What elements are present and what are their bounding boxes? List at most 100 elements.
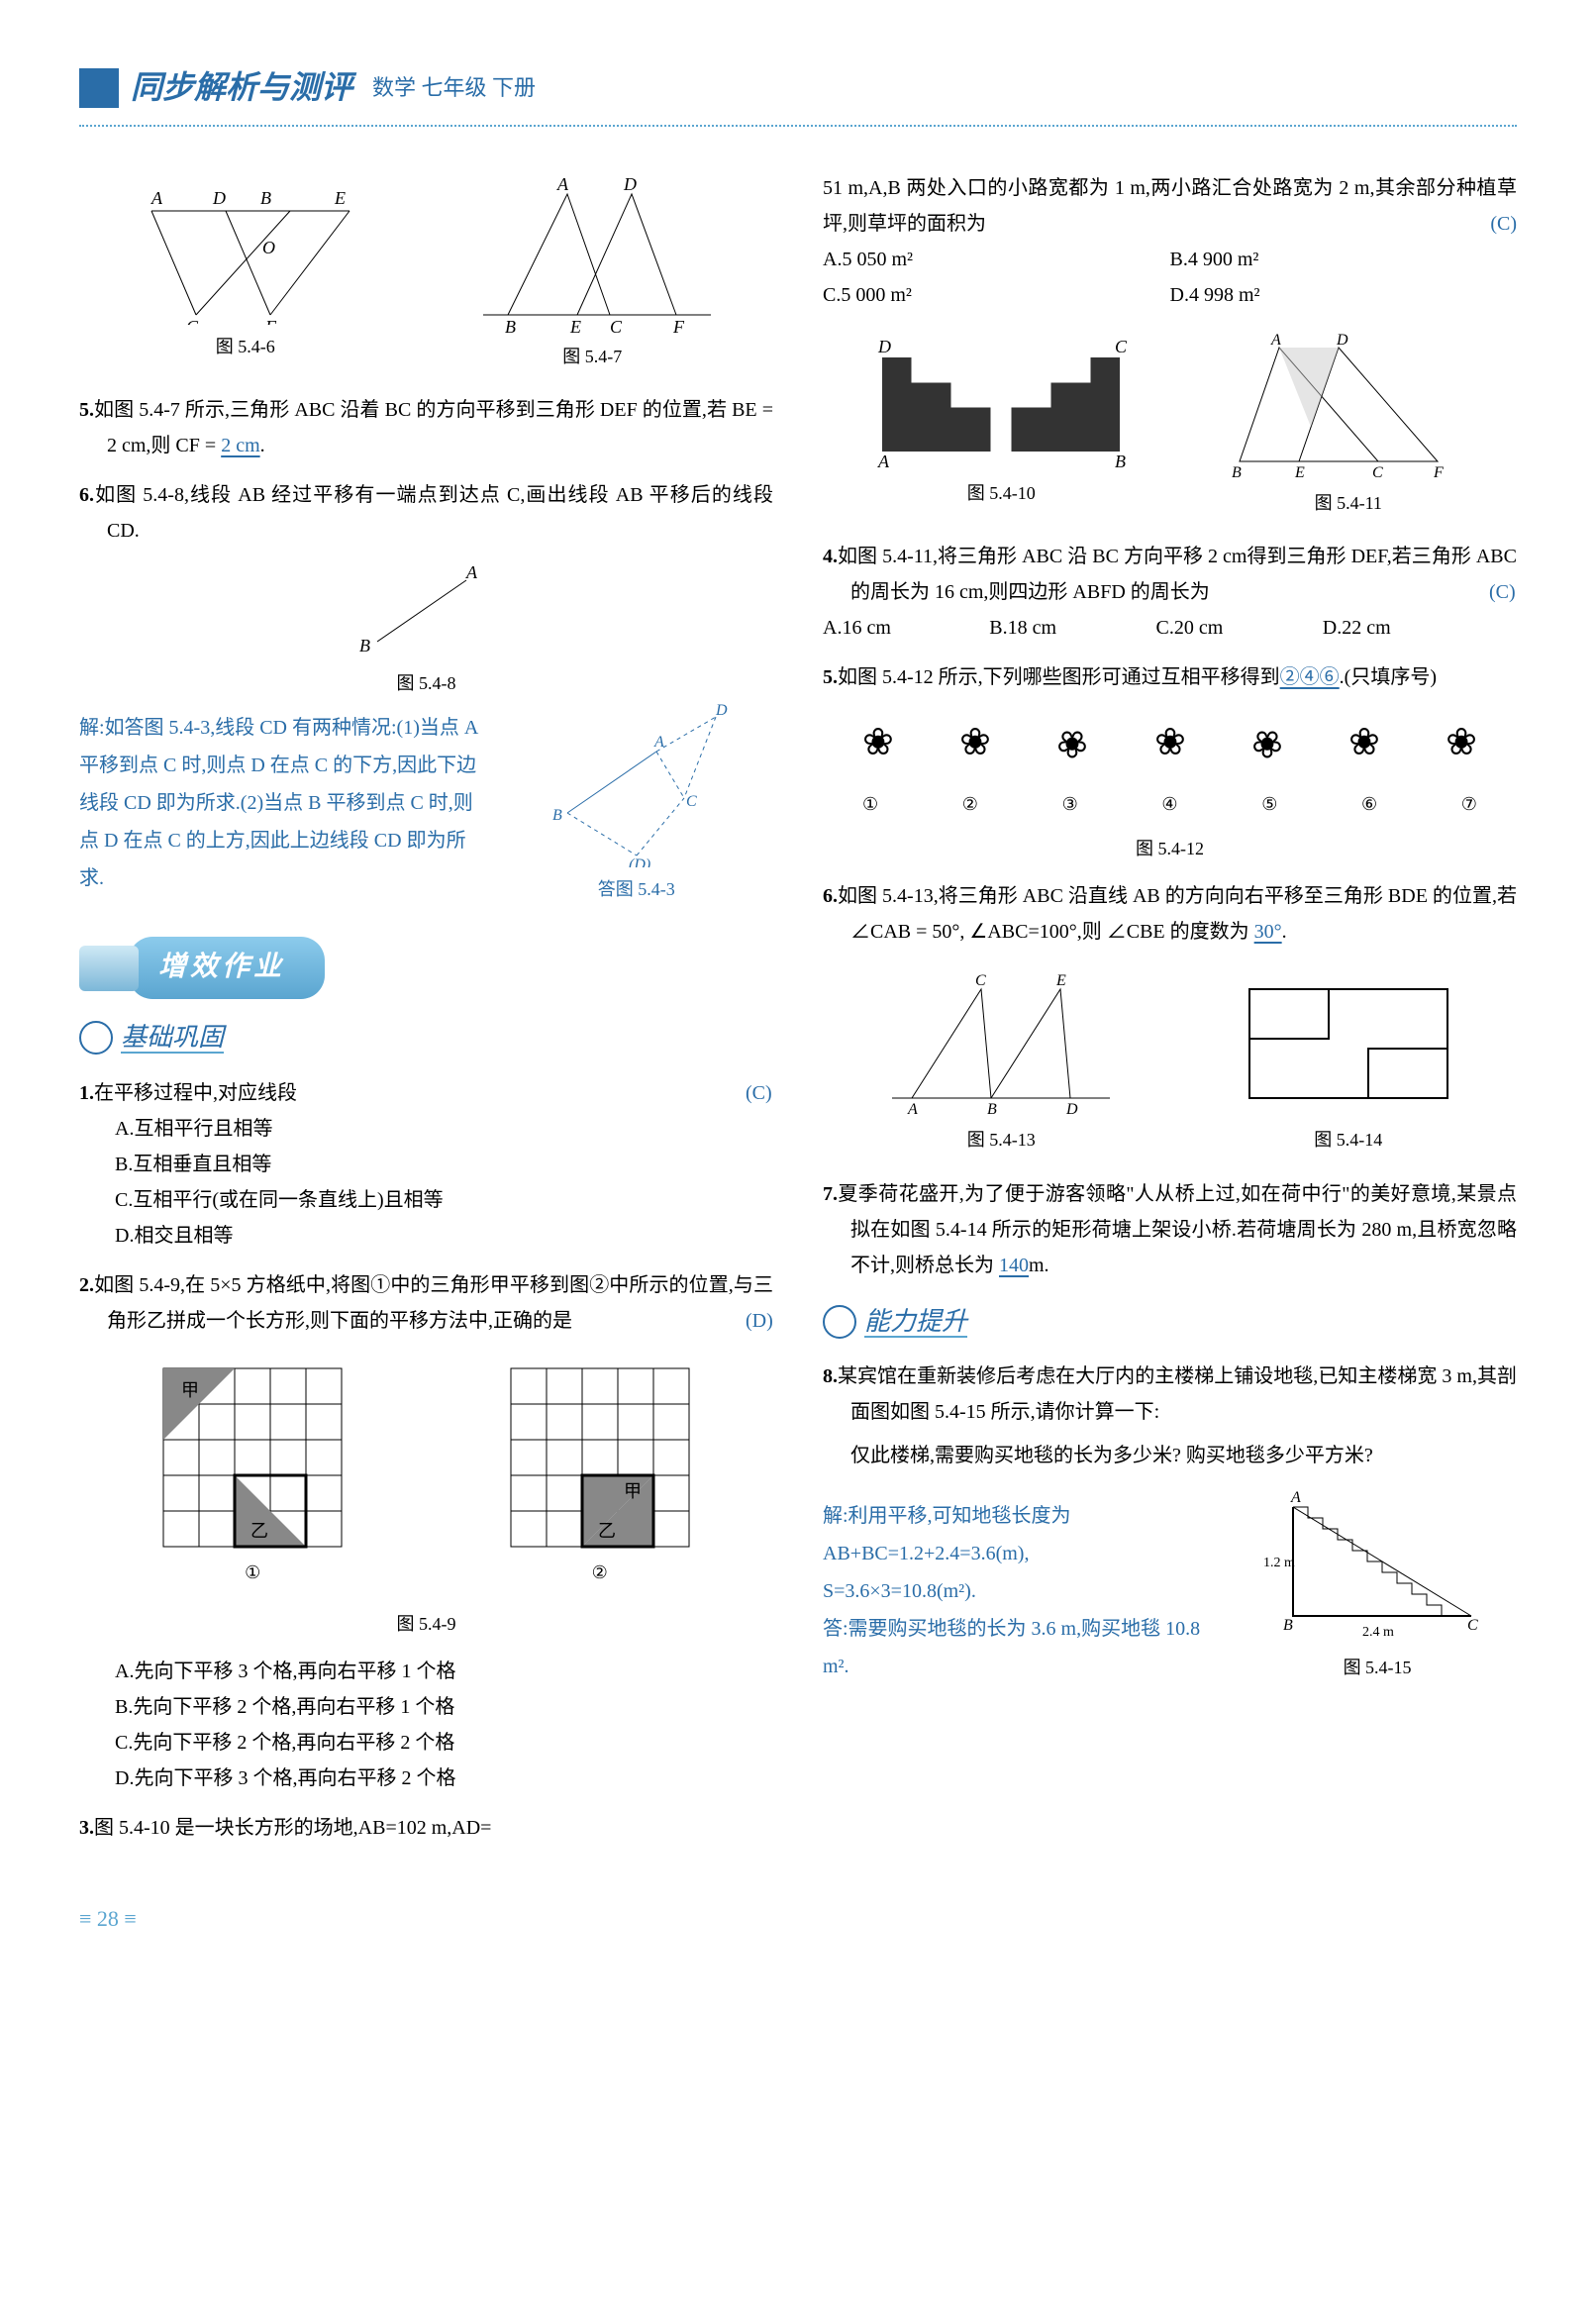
problem-3-part: 3.图 5.4-10 是一块长方形的场地,AB=102 m,AD= bbox=[79, 1810, 773, 1846]
flower-num: ② bbox=[962, 788, 978, 820]
pencil-book-icon bbox=[79, 946, 139, 991]
svg-text:B: B bbox=[987, 1101, 997, 1118]
svg-text:E: E bbox=[1055, 972, 1066, 989]
problem-6: 6.如图 5.4-13,将三角形 ABC 沿直线 AB 的方向向右平移至三角形 … bbox=[823, 878, 1517, 950]
q-num: 6. bbox=[79, 484, 94, 506]
content-columns: A D B E C F O 图 5.4-6 B E C bbox=[79, 156, 1517, 1861]
q-text: 如图 5.4-7 所示,三角形 ABC 沿着 BC 的方向平移到三角形 DEF … bbox=[94, 399, 773, 456]
q-answer: ②④⑥ bbox=[1280, 666, 1340, 688]
problem-2: 2.如图 5.4-9,在 5×5 方格纸中,将图①中的三角形甲平移到图②中所示的… bbox=[79, 1267, 773, 1339]
svg-text:B: B bbox=[1232, 464, 1242, 481]
figure-5-4-10: D C A B 图 5.4-10 bbox=[862, 333, 1140, 519]
q-num: 6. bbox=[823, 885, 838, 907]
section-label: 基础巩固 bbox=[121, 1015, 224, 1061]
figure-caption: 图 5.4-7 bbox=[463, 341, 721, 372]
svg-text:A: A bbox=[1290, 1489, 1301, 1506]
svg-text:C: C bbox=[186, 317, 199, 325]
figure-caption: 图 5.4-8 bbox=[79, 667, 773, 699]
opt-a: A.5 050 m² bbox=[823, 242, 1170, 277]
figure-5-4-13: A B D C E 图 5.4-13 bbox=[872, 969, 1130, 1156]
q-text: 如图 5.4-8,线段 AB 经过平移有一端点到达点 C,画出线段 AB 平移后… bbox=[94, 484, 773, 542]
svg-text:2.4 m: 2.4 m bbox=[1362, 1625, 1394, 1640]
svg-text:B: B bbox=[260, 188, 271, 208]
figure-5-4-14: 图 5.4-14 bbox=[1230, 969, 1467, 1156]
sol-line: 答:需要购买地毯的长为 3.6 m,购买地毯 10.8 m². bbox=[823, 1610, 1226, 1685]
flower-num: ③ bbox=[1062, 788, 1078, 820]
q-answer: 140 bbox=[999, 1255, 1029, 1276]
flower-num: ⑤ bbox=[1261, 788, 1277, 820]
q-text: 如图 5.4-9,在 5×5 方格纸中,将图①中的三角形甲平移到图②中所示的位置… bbox=[94, 1274, 773, 1332]
svg-text:A: A bbox=[150, 188, 163, 208]
figure-5-4-9-row: 甲 乙 ① 甲 乙 bbox=[79, 1359, 773, 1588]
opt-b: B.先向下平移 2 个格,再向右平移 1 个格 bbox=[115, 1689, 773, 1725]
svg-text:B: B bbox=[552, 807, 562, 824]
opt-d: D.先向下平移 3 个格,再向右平移 2 个格 bbox=[115, 1761, 773, 1796]
flower-icon: ❀ bbox=[1446, 709, 1477, 776]
figure-caption: 图 5.4-14 bbox=[1230, 1124, 1467, 1156]
svg-text:E: E bbox=[334, 188, 346, 208]
solution-6: 解:如答图 5.4-3,线段 CD 有两种情况:(1)当点 A 平移到点 C 时… bbox=[79, 709, 490, 897]
question-6: 6.如图 5.4-8,线段 AB 经过平移有一端点到达点 C,画出线段 AB 平… bbox=[79, 477, 773, 549]
q-text: 夏季荷花盛开,为了便于游客领略"人从桥上过,如在荷中行"的美好意境,某景点拟在如… bbox=[838, 1183, 1517, 1276]
figure-caption: 答图 5.4-3 bbox=[500, 873, 773, 905]
sol-line: AB+BC=1.2+2.4=3.6(m), bbox=[823, 1535, 1226, 1572]
grid-1: 甲 乙 ① bbox=[153, 1359, 351, 1588]
q-num: 2. bbox=[79, 1274, 94, 1296]
q-suffix: m. bbox=[1029, 1255, 1049, 1276]
q-num: 7. bbox=[823, 1183, 838, 1205]
figure-5-4-6: A D B E C F O 图 5.4-6 bbox=[132, 176, 359, 372]
svg-text:C: C bbox=[1115, 337, 1128, 356]
sol-line: S=3.6×3=10.8(m²). bbox=[823, 1572, 1226, 1610]
problem-7: 7.夏季荷花盛开,为了便于游客领略"人从桥上过,如在荷中行"的美好意境,某景点拟… bbox=[823, 1176, 1517, 1283]
flower-icon: ❀ bbox=[1154, 709, 1186, 776]
svg-text:D: D bbox=[212, 188, 226, 208]
problem-5: 5.如图 5.4-12 所示,下列哪些图形可通过互相平移得到②④⑥.(只填序号) bbox=[823, 659, 1517, 695]
svg-text:B: B bbox=[1283, 1617, 1293, 1634]
grid-2: 甲 乙 ② bbox=[501, 1359, 699, 1588]
answer-figure-5-4-3: A B C D (D) 答图 5.4-3 bbox=[500, 699, 773, 905]
svg-text:1.2 m: 1.2 m bbox=[1263, 1556, 1295, 1570]
question-5: 5.如图 5.4-7 所示,三角形 ABC 沿着 BC 的方向平移到三角形 DE… bbox=[79, 392, 773, 463]
problem-8: 8.某宾馆在重新装修后考虑在大厅内的主楼梯上铺设地毯,已知主楼梯宽 3 m,其剖… bbox=[823, 1359, 1517, 1473]
page-header: 同步解析与测评 数学 七年级 下册 bbox=[79, 59, 1517, 127]
figure-caption: 图 5.4-12 bbox=[823, 833, 1517, 864]
figure-caption: 图 5.4-15 bbox=[1238, 1652, 1517, 1683]
q-text: 图 5.4-10 是一块长方形的场地,AB=102 m,AD= bbox=[94, 1817, 491, 1839]
svg-text:乙: 乙 bbox=[250, 1521, 268, 1541]
svg-text:甲: 甲 bbox=[624, 1481, 642, 1501]
svg-text:乙: 乙 bbox=[598, 1521, 616, 1541]
q-num: 4. bbox=[823, 546, 838, 567]
svg-text:O: O bbox=[262, 238, 275, 257]
section-basics: 基础巩固 bbox=[79, 1015, 773, 1061]
solution-8: 解:利用平移,可知地毯长度为 AB+BC=1.2+2.4=3.6(m), S=3… bbox=[823, 1497, 1226, 1685]
q-answer: 30° bbox=[1254, 921, 1282, 943]
svg-text:D: D bbox=[1336, 333, 1348, 349]
q-text: 在平移过程中,对应线段 bbox=[94, 1082, 297, 1104]
svg-text:E: E bbox=[569, 317, 581, 335]
figure-row-13-14: A B D C E 图 5.4-13 图 5.4-14 bbox=[823, 969, 1517, 1156]
q-num: 3. bbox=[79, 1817, 94, 1839]
opt-d: D.4 998 m² bbox=[1170, 277, 1518, 313]
q-num: 5. bbox=[823, 666, 838, 688]
figure-5-4-15: A B C 1.2 m 2.4 m 图 5.4-15 bbox=[1238, 1487, 1517, 1683]
q-suffix: .(只填序号) bbox=[1340, 666, 1437, 688]
figure-caption: 图 5.4-10 bbox=[862, 477, 1140, 509]
figure-caption: 图 5.4-9 bbox=[79, 1608, 773, 1640]
opt-c: C.先向下平移 2 个格,再向右平移 2 个格 bbox=[115, 1725, 773, 1761]
figure-5-4-7: B E C F A D 图 5.4-7 bbox=[463, 176, 721, 372]
svg-text:C: C bbox=[975, 972, 986, 989]
q-text: 某宾馆在重新装修后考虑在大厅内的主楼梯上铺设地毯,已知主楼梯宽 3 m,其剖面图… bbox=[838, 1365, 1517, 1423]
q-text: 如图 5.4-13,将三角形 ABC 沿直线 AB 的方向向右平移至三角形 BD… bbox=[838, 885, 1517, 943]
flower-icon: ❀ bbox=[959, 709, 991, 776]
figure-row-5-4-6-7: A D B E C F O 图 5.4-6 B E C bbox=[79, 176, 773, 372]
q-suffix: . bbox=[1282, 921, 1287, 943]
problem-1: 1.在平移过程中,对应线段 (C) A.互相平行且相等 B.互相垂直且相等 C.… bbox=[79, 1075, 773, 1254]
svg-text:A: A bbox=[877, 452, 890, 471]
svg-text:B: B bbox=[505, 317, 516, 335]
svg-text:D: D bbox=[1065, 1101, 1078, 1118]
section-ability: 能力提升 bbox=[823, 1299, 1517, 1346]
figure-caption: 图 5.4-13 bbox=[872, 1124, 1130, 1156]
right-column: 51 m,A,B 两处入口的小路宽都为 1 m,两小路汇合处路宽为 2 m,其余… bbox=[823, 156, 1517, 1861]
opt-a: A.先向下平移 3 个格,再向右平移 1 个格 bbox=[115, 1654, 773, 1689]
sol-line: 解:利用平移,可知地毯长度为 bbox=[823, 1497, 1226, 1535]
